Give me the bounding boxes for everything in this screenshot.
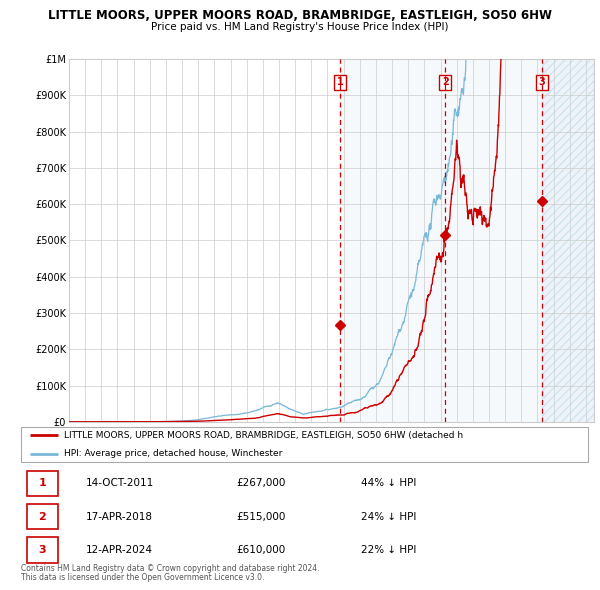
Text: LITTLE MOORS, UPPER MOORS ROAD, BRAMBRIDGE, EASTLEIGH, SO50 6HW (detached h: LITTLE MOORS, UPPER MOORS ROAD, BRAMBRID… <box>64 431 463 440</box>
Text: 2: 2 <box>442 77 449 87</box>
Text: 12-APR-2024: 12-APR-2024 <box>86 545 153 555</box>
Bar <box>340 59 542 422</box>
Bar <box>542 59 594 422</box>
Text: This data is licensed under the Open Government Licence v3.0.: This data is licensed under the Open Gov… <box>21 573 265 582</box>
Text: 1: 1 <box>337 77 344 87</box>
FancyBboxPatch shape <box>26 537 58 563</box>
Text: £610,000: £610,000 <box>236 545 286 555</box>
Text: £267,000: £267,000 <box>236 478 286 488</box>
FancyBboxPatch shape <box>21 427 588 463</box>
Text: Contains HM Land Registry data © Crown copyright and database right 2024.: Contains HM Land Registry data © Crown c… <box>21 565 320 573</box>
Text: 44% ↓ HPI: 44% ↓ HPI <box>361 478 416 488</box>
Text: 22% ↓ HPI: 22% ↓ HPI <box>361 545 416 555</box>
Text: LITTLE MOORS, UPPER MOORS ROAD, BRAMBRIDGE, EASTLEIGH, SO50 6HW: LITTLE MOORS, UPPER MOORS ROAD, BRAMBRID… <box>48 9 552 22</box>
Text: HPI: Average price, detached house, Winchester: HPI: Average price, detached house, Winc… <box>64 450 282 458</box>
Text: 24% ↓ HPI: 24% ↓ HPI <box>361 512 416 522</box>
Text: £515,000: £515,000 <box>236 512 286 522</box>
FancyBboxPatch shape <box>26 504 58 529</box>
Text: 3: 3 <box>38 545 46 555</box>
Text: 14-OCT-2011: 14-OCT-2011 <box>86 478 154 488</box>
Text: 17-APR-2018: 17-APR-2018 <box>86 512 153 522</box>
Text: 1: 1 <box>38 478 46 488</box>
Text: 3: 3 <box>539 77 545 87</box>
Text: 2: 2 <box>38 512 46 522</box>
Text: Price paid vs. HM Land Registry's House Price Index (HPI): Price paid vs. HM Land Registry's House … <box>151 22 449 32</box>
FancyBboxPatch shape <box>26 470 58 496</box>
